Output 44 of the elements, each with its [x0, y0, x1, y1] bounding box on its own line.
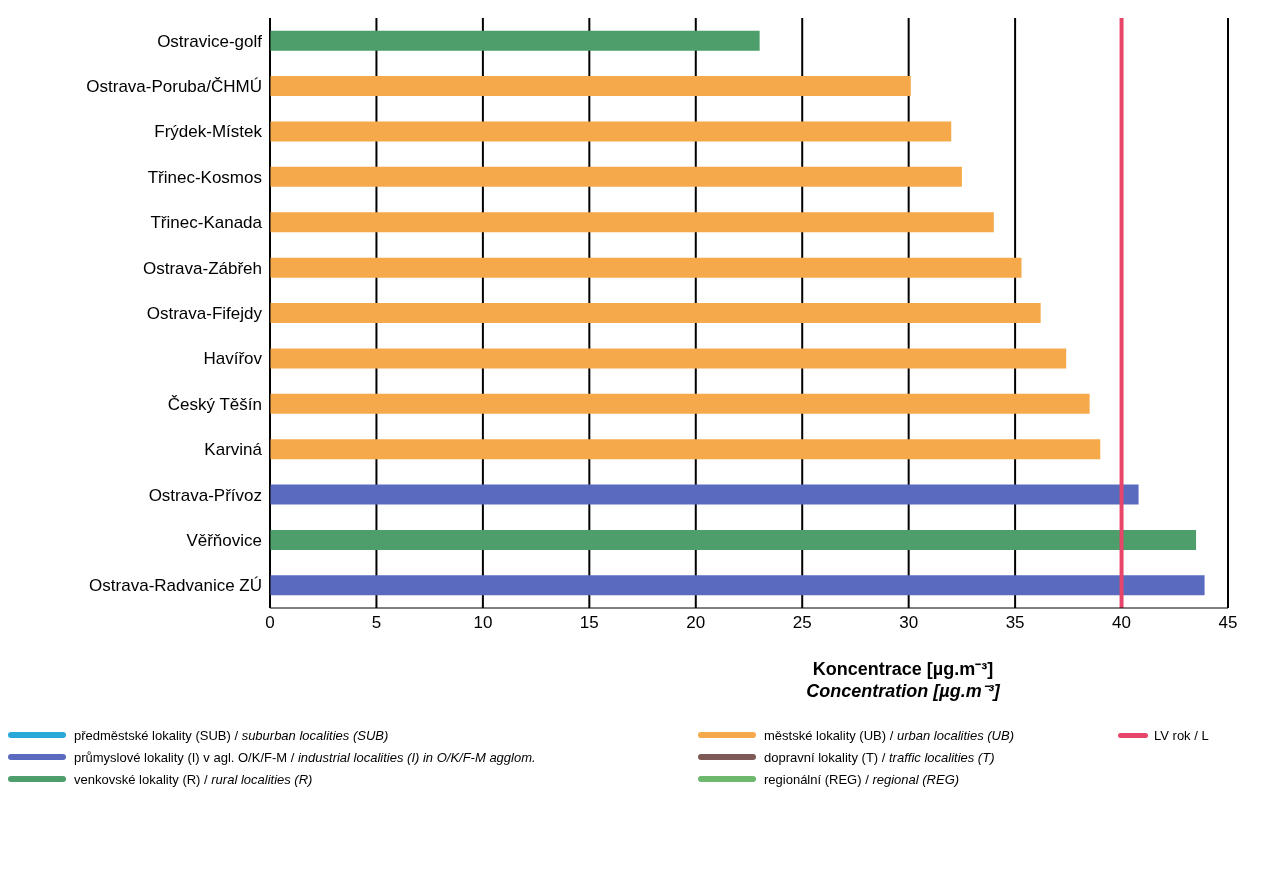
x-tick-label: 35	[1005, 613, 1025, 633]
y-tick-label: Ostrava-Poruba/ČHMÚ	[86, 77, 262, 97]
x-tick-label: 25	[792, 613, 812, 633]
bar	[270, 348, 1067, 369]
bar	[270, 257, 1022, 278]
bar	[270, 121, 952, 142]
legend-label: venkovské lokality (R) / rural localities (R)	[74, 771, 313, 787]
x-tick-label: 20	[686, 613, 706, 633]
y-tick-label: Frýdek-Místek	[154, 122, 263, 142]
y-tick-label: Ostravice-golf	[157, 31, 263, 51]
x-tick-label: 0	[265, 613, 275, 633]
y-tick-label: Ostrava-Zábřeh	[142, 258, 262, 278]
bar	[270, 212, 994, 233]
bar	[270, 303, 1041, 324]
y-tick-label: Ostrava-Radvanice ZÚ	[89, 576, 262, 596]
legend-label: průmyslové lokality (I) v agl. O/K/F-M / industrial localities (I) in O/K/F-M agglom.	[74, 749, 536, 765]
y-tick-label: Třinec-Kosmos	[147, 167, 262, 187]
legend-label: městské lokality (UB) / urban localities (UB)	[764, 727, 1014, 743]
y-tick-label: Ostrava-Přívoz	[148, 485, 262, 505]
bar	[270, 76, 911, 97]
legend-label: předměstské lokality (SUB) / suburban localities (SUB)	[74, 727, 389, 743]
y-tick-label: Karviná	[204, 440, 263, 460]
legend-label: regionální (REG) / regional (REG)	[764, 771, 960, 787]
bar	[270, 393, 1090, 414]
y-tick-label: Ostrava-Fifejdy	[146, 304, 263, 324]
bar	[270, 484, 1139, 505]
x-axis-title: Koncentrace [µg.m⁻³] Concentration [µg.m⁻³]	[805, 658, 1001, 702]
bar	[270, 575, 1205, 596]
bar	[270, 529, 1197, 550]
y-tick-label: Věřňovice	[186, 530, 262, 550]
x-tick-label: 40	[1112, 613, 1132, 633]
x-tick-label: 45	[1218, 613, 1238, 633]
y-tick-label: Třinec-Kanada	[150, 213, 263, 233]
x-tick-label: 30	[899, 613, 919, 633]
bar	[270, 439, 1101, 460]
y-tick-label: Havířov	[203, 349, 263, 369]
legend-label: LV rok / L	[1154, 727, 1209, 743]
bar	[270, 166, 962, 187]
y-tick-label: Český Těšín	[167, 394, 262, 414]
legend-label: dopravní lokality (T) / traffic localities (T)	[764, 749, 995, 765]
x-tick-label: 10	[473, 613, 493, 633]
x-tick-label: 15	[579, 613, 599, 633]
x-tick-label: 5	[371, 613, 382, 633]
bar	[270, 30, 760, 51]
